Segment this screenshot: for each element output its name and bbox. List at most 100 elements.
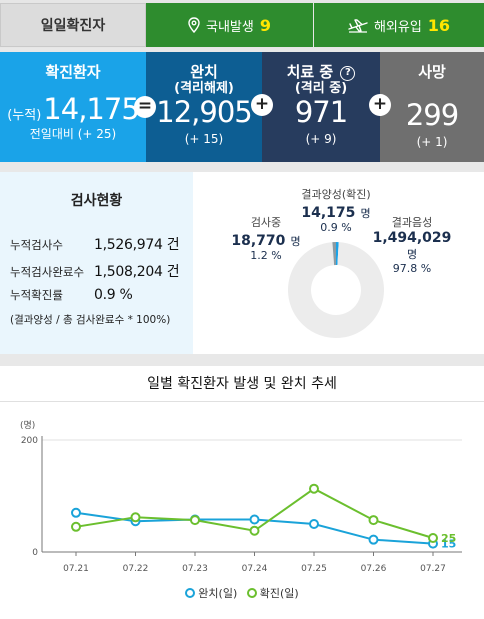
test-row: 누적확진률 0.9 % xyxy=(10,287,188,303)
data-point[interactable] xyxy=(249,514,260,525)
confirmed-value: 14,175 xyxy=(43,92,139,126)
death-box: 사망 299 (+ 1) xyxy=(380,52,484,162)
treatment-title-row: 치료 중 ? xyxy=(262,64,380,81)
released-box: 완치 (격리해제) 12,905 (+ 15) xyxy=(146,52,262,162)
pie-value: 18,770 xyxy=(231,233,286,249)
legend-label: 확진(일) xyxy=(259,587,299,600)
trend-chart-title: 일별 확진환자 발생 및 완치 추세 xyxy=(0,366,484,402)
test-status-title: 검사현황 xyxy=(70,193,123,209)
test-row-value: 0.9 % xyxy=(94,287,133,303)
pie-caption: 결과음성 xyxy=(391,216,433,229)
pie-percent: 0.9 % xyxy=(320,221,352,234)
data-point[interactable] xyxy=(190,515,200,526)
test-row-value: 1,526,974 건 xyxy=(94,237,180,253)
released-delta: (+ 15) xyxy=(184,132,224,146)
donut-slice-testing xyxy=(332,242,336,266)
data-point[interactable] xyxy=(428,533,438,543)
test-row-label: 누적검사수 xyxy=(10,238,63,252)
x-tick-label: 07.24 xyxy=(242,564,268,574)
daily-confirmed-tab[interactable]: 일일확진자 xyxy=(0,3,146,47)
test-donut-chart xyxy=(288,242,384,338)
pie-unit: 명 xyxy=(360,207,371,220)
pie-unit: 명 xyxy=(290,235,301,248)
location-pin-icon xyxy=(188,17,200,33)
x-tick-label: 07.23 xyxy=(182,564,208,574)
test-row-label: 누적확진률 xyxy=(10,288,63,302)
pie-caption: 결과양성(확진) xyxy=(301,188,371,201)
treatment-box: 치료 중 ? (격리 중) 971 (+ 9) xyxy=(262,52,380,162)
x-tick-label: 07.22 xyxy=(123,564,149,574)
released-value: 12,905 xyxy=(156,95,252,129)
y-tick-label: 0 xyxy=(32,548,38,558)
pie-value: 14,175 xyxy=(301,205,356,221)
top-strip: 일일확진자 국내발생 9 해외유입 16 xyxy=(0,0,484,48)
data-point[interactable] xyxy=(368,534,379,545)
legend-marker xyxy=(185,588,196,598)
legend-item-confirmed[interactable]: 확진(일) xyxy=(246,585,299,601)
pie-unit: 명 xyxy=(406,248,418,261)
confirmed-delta: 전일대비 (+ 25) xyxy=(29,127,117,141)
end-value-label: 15 xyxy=(441,538,456,551)
data-point[interactable] xyxy=(368,515,379,526)
pie-label-testing: 검사중 18,770 명 1.2 % xyxy=(226,214,306,262)
donut-slice-positive xyxy=(336,242,339,266)
treatment-delta: (+ 9) xyxy=(305,132,337,146)
plus-icon: + xyxy=(251,94,273,116)
test-row-label: 누적검사완료수 xyxy=(10,265,85,279)
data-point[interactable] xyxy=(309,483,319,494)
treatment-title: 치료 중 xyxy=(286,63,334,81)
test-rate-note: (결과양성 / 총 검사완료수 * 100%) xyxy=(10,314,171,326)
confirmed-prefix: (누적) xyxy=(7,108,42,123)
legend-label: 완치(일) xyxy=(198,587,238,600)
test-status-panel: 검사현황 누적검사수 1,526,974 건 누적검사완료수 1,508,204… xyxy=(0,172,484,354)
released-sub: (격리해제) xyxy=(174,81,234,96)
pie-value: 1,494,029 xyxy=(372,230,452,246)
y-tick-label: 200 xyxy=(21,436,38,446)
domestic-label: 국내발생 xyxy=(206,19,254,35)
x-tick-label: 07.27 xyxy=(420,564,446,574)
overseas-value: 16 xyxy=(427,15,451,35)
data-point[interactable] xyxy=(249,525,260,536)
test-row: 누적검사완료수 1,508,204 건 xyxy=(10,261,188,281)
treatment-sub: (격리 중) xyxy=(294,81,348,96)
test-summary: 검사현황 누적검사수 1,526,974 건 누적검사완료수 1,508,204… xyxy=(0,172,193,354)
x-tick-label: 07.21 xyxy=(63,564,89,574)
airplane-icon xyxy=(348,17,368,33)
x-tick-label: 07.26 xyxy=(361,564,387,574)
pie-percent: 97.8 % xyxy=(392,262,432,275)
trend-line-chart: (명) 200 0 07.21 07.22 07.23 07.24 07.25 07.26 07.… xyxy=(20,420,462,574)
confirmed-value-row: (누적) 14,175 xyxy=(0,93,146,125)
end-value-label: 25 xyxy=(441,532,456,545)
overseas-cases-cell: 해외유입 16 xyxy=(314,3,484,47)
death-value: 299 xyxy=(405,98,459,132)
pie-percent: 1.2 % xyxy=(250,249,282,262)
test-row-value: 1,508,204 건 xyxy=(94,264,180,280)
released-title: 완치 xyxy=(190,63,218,81)
data-point[interactable] xyxy=(71,507,81,518)
death-delta: (+ 1) xyxy=(416,135,448,149)
donut-slice-negative xyxy=(288,242,384,338)
equals-icon: = xyxy=(134,96,156,118)
chart-legend: 완치(일) 확진(일) xyxy=(0,585,484,601)
domestic-cases-cell: 국내발생 9 xyxy=(146,3,313,47)
confirmed-title: 확진환자 xyxy=(45,63,101,81)
data-point[interactable] xyxy=(130,512,141,523)
pie-label-negative: 결과음성 1,494,029 명 97.8 % xyxy=(370,214,454,275)
trend-chart-panel: (명) 200 0 07.21 07.22 07.23 07.24 07.25 07.26 07.… xyxy=(0,366,484,619)
data-point[interactable] xyxy=(71,521,81,532)
death-title: 사망 xyxy=(418,63,446,81)
pie-label-positive: 결과양성(확진) 14,175 명 0.9 % xyxy=(296,186,376,234)
plus-icon: + xyxy=(369,94,391,116)
data-point[interactable] xyxy=(309,519,319,529)
y-axis-label: (명) xyxy=(20,420,35,431)
domestic-value: 9 xyxy=(259,15,271,35)
confirmed-box: 확진환자 (누적) 14,175 전일대비 (+ 25) xyxy=(0,52,146,162)
legend-item-released[interactable]: 완치(일) xyxy=(185,585,237,601)
test-row: 누적검사수 1,526,974 건 xyxy=(10,234,188,254)
help-icon[interactable]: ? xyxy=(340,66,356,81)
pie-caption: 검사중 xyxy=(250,216,282,229)
x-tick-label: 07.25 xyxy=(301,564,327,574)
treatment-value: 971 xyxy=(294,95,348,129)
legend-marker xyxy=(246,588,257,598)
overseas-label: 해외유입 xyxy=(373,19,422,35)
